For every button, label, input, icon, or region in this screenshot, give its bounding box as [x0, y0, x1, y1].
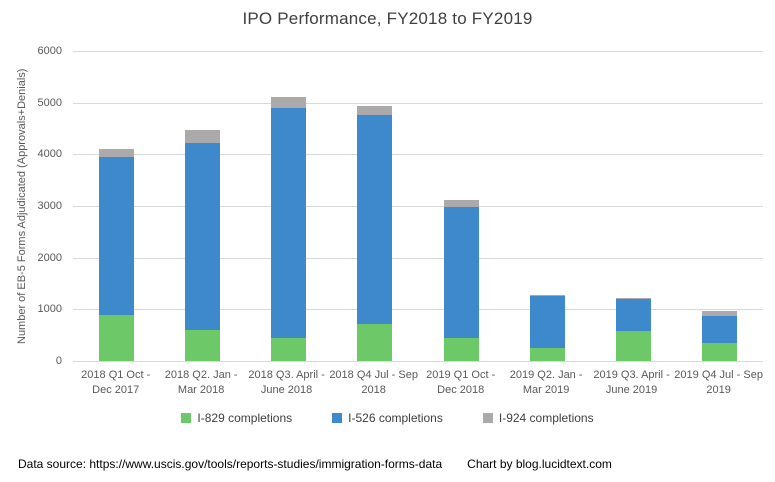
bar-cell-6	[504, 51, 590, 361]
gridline-5000	[73, 102, 763, 104]
bar-segment-i-924	[184, 129, 220, 143]
bar-column-5	[443, 200, 479, 361]
bar-segment-i-829	[702, 343, 738, 361]
legend-label-i-924: I-924 completions	[498, 411, 594, 425]
bar-segment-i-829	[271, 337, 307, 361]
y-tick-label-6000: 6000	[37, 45, 62, 57]
x-tick-label-1: 2018 Q1 Oct - Dec 2017	[73, 368, 158, 398]
x-tick-line1: 2018 Q2. Jan -	[164, 369, 238, 381]
y-tick-label-0: 0	[55, 355, 62, 367]
gridline-1000	[73, 309, 763, 311]
bar-segment-i-924	[357, 105, 393, 115]
bar-segment-i-829	[443, 337, 479, 361]
bar-segment-i-526	[357, 114, 393, 324]
footer: Data source: https://www.uscis.gov/tools…	[18, 457, 612, 471]
x-tick-line2: 2018	[361, 384, 386, 396]
bar-segment-i-526	[616, 299, 652, 332]
bar-column-3	[271, 97, 307, 361]
bar-column-6	[529, 294, 565, 361]
x-tick-label-8: 2019 Q4 Jul - Sep 2019	[674, 368, 763, 398]
bar-segment-i-526	[529, 295, 565, 348]
bars-container	[73, 51, 763, 361]
legend-swatch-i-829	[181, 413, 192, 423]
x-tick-line1: 2018 Q4 Jul - Sep	[329, 369, 418, 381]
bar-segment-i-924	[443, 200, 479, 208]
x-tick-label-2: 2018 Q2. Jan - Mar 2018	[158, 368, 243, 398]
legend-label-i-829: I-829 completions	[197, 411, 293, 425]
x-tick-line2: Dec 2018	[437, 384, 485, 396]
y-tick-label-1000: 1000	[37, 303, 62, 316]
gridline-0	[73, 361, 763, 362]
x-axis-labels: 2018 Q1 Oct - Dec 2017 2018 Q2. Jan - Mar 2…	[73, 368, 763, 398]
legend-label-i-526: I-526 completions	[348, 411, 443, 425]
x-tick-line1: 2019 Q2. Jan -	[509, 369, 583, 381]
gridline-2000	[73, 257, 763, 259]
x-tick-line1: 2018 Q3. April -	[248, 369, 325, 381]
footer-credit: Chart by blog.lucidtext.com	[467, 457, 612, 471]
bar-cell-1	[73, 51, 159, 361]
x-tick-line2: June 2019	[605, 384, 658, 396]
gridline-4000	[73, 154, 763, 156]
bar-cell-2	[159, 51, 245, 361]
gridline-6000	[73, 51, 763, 52]
bar-column-8	[702, 310, 738, 361]
x-tick-label-5: 2019 Q1 Oct - Dec 2018	[418, 368, 503, 398]
y-tick-label-3000: 3000	[37, 200, 62, 212]
bar-column-2	[184, 129, 220, 361]
x-tick-line2: 2019	[706, 384, 731, 396]
bar-segment-i-829	[98, 314, 134, 361]
bar-segment-i-924	[271, 97, 307, 108]
bar-cell-7	[591, 51, 677, 361]
x-tick-line2: Mar 2019	[522, 384, 570, 396]
bar-segment-i-526	[98, 157, 134, 315]
x-tick-line1: 2019 Q4 Jul - Sep	[674, 369, 763, 381]
y-tick-label-2000: 2000	[37, 251, 62, 264]
bar-segment-i-526	[443, 207, 479, 338]
bar-segment-i-829	[616, 331, 652, 361]
bar-segment-i-526	[184, 142, 220, 330]
x-tick-line2: June 2018	[260, 384, 313, 396]
x-tick-line1: 2019 Q1 Oct -	[426, 369, 496, 381]
gridline-3000	[73, 206, 763, 207]
bar-column-4	[357, 105, 393, 361]
x-tick-line2: Dec 2017	[92, 384, 140, 396]
x-tick-line1: 2018 Q1 Oct -	[81, 369, 151, 381]
x-tick-label-7: 2019 Q3. April - June 2019	[589, 368, 674, 398]
bar-segment-i-924	[702, 310, 738, 316]
x-tick-label-3: 2018 Q3. April - June 2018	[244, 368, 329, 398]
bar-segment-i-924	[529, 294, 565, 296]
bar-segment-i-924	[616, 297, 652, 300]
bar-cell-3	[246, 51, 332, 361]
bar-segment-i-829	[529, 347, 565, 361]
x-tick-label-6: 2019 Q2. Jan - Mar 2019	[503, 368, 588, 398]
bar-segment-i-829	[357, 323, 393, 361]
chart-title: IPO Performance, FY2018 to FY2019	[242, 9, 533, 28]
legend-item-i-829: I-829 completions	[181, 411, 292, 425]
y-axis-ticks: 0 1000 2000 3000 4000 5000 6000	[0, 45, 62, 367]
y-tick-label-5000: 5000	[37, 96, 62, 109]
x-tick-line1: 2019 Q3. April -	[593, 369, 670, 381]
legend-item-i-924: I-924 completions	[482, 411, 594, 425]
bar-cell-4	[332, 51, 418, 361]
plot-area	[73, 51, 763, 362]
bar-cell-5	[418, 51, 504, 361]
bar-column-7	[616, 297, 652, 361]
footer-data-source: Data source: https://www.uscis.gov/tools…	[18, 457, 443, 471]
legend-swatch-i-526	[332, 413, 343, 423]
bar-segment-i-829	[184, 330, 220, 361]
legend-item-i-526: I-526 completions	[332, 411, 443, 425]
y-tick-label-4000: 4000	[37, 148, 62, 161]
bar-segment-i-924	[98, 149, 134, 158]
bar-segment-i-526	[271, 107, 307, 338]
legend: I-829 completions I-526 completions I-924 …	[0, 411, 775, 425]
x-tick-label-4: 2018 Q4 Jul - Sep 2018	[329, 368, 418, 398]
bar-cell-8	[677, 51, 763, 361]
x-tick-line2: Mar 2018	[177, 384, 225, 396]
legend-swatch-i-924	[482, 413, 493, 423]
bar-segment-i-526	[702, 315, 738, 344]
bar-column-1	[98, 149, 134, 361]
